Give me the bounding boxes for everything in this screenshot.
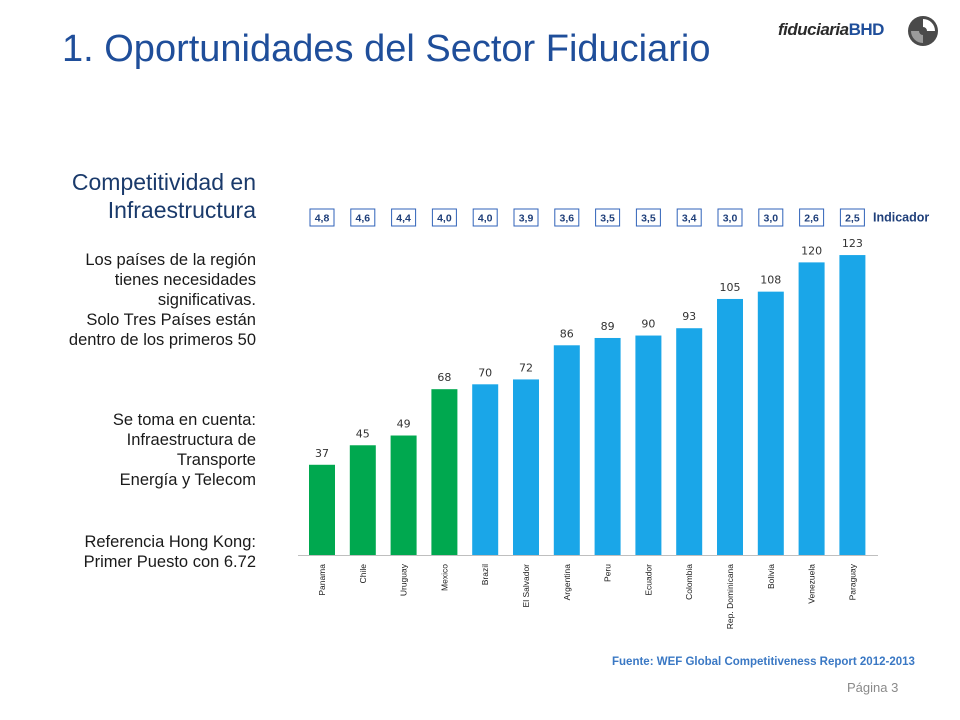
indicator-box-2 (391, 208, 417, 227)
bar-2 (390, 435, 417, 555)
bar-7 (594, 337, 621, 555)
bar-6 (553, 345, 580, 555)
indicator-box-0 (309, 208, 335, 227)
category-label-0: Panama (317, 564, 327, 596)
criteria-text: Se toma en cuenta: Infraestructura de Tr… (112, 411, 256, 489)
bar-3 (431, 389, 458, 555)
bar-5 (513, 379, 539, 555)
indicator-box-5 (513, 208, 539, 227)
bar-12 (798, 262, 825, 555)
category-label-7: Peru (603, 564, 613, 582)
category-label-13: Paraguay (847, 563, 857, 600)
indicator-box-4 (472, 208, 498, 227)
indicator-value-0: 4,8 (315, 213, 330, 225)
category-label-9: Colombia (684, 564, 694, 600)
data-label-10: 105 (720, 281, 741, 294)
indicator-value-7: 3,5 (600, 213, 615, 225)
indicator-box-9 (676, 208, 702, 227)
data-label-8: 90 (641, 318, 655, 331)
page-title: 1. Oportunidades del Sector Fiduciario (62, 28, 711, 70)
category-label-8: Ecuador (643, 564, 653, 596)
indicator-value-2: 4,4 (396, 213, 411, 225)
indicator-value-10: 3,0 (723, 213, 738, 225)
category-label-10: Rep. Dominicana (725, 564, 735, 629)
bar-11 (757, 291, 784, 555)
indicator-label: Indicador (873, 211, 929, 225)
data-label-5: 72 (519, 361, 533, 374)
data-label-9: 93 (682, 310, 696, 323)
indicator-box-13 (839, 208, 865, 227)
bar-0 (309, 464, 335, 555)
indicator-box-10 (717, 208, 743, 227)
indicator-value-11: 3,0 (763, 213, 778, 225)
category-label-2: Uruguay (399, 563, 409, 596)
category-label-3: Mexico (439, 564, 449, 591)
indicator-value-12: 2,6 (804, 213, 819, 225)
indicator-box-11 (758, 208, 784, 227)
category-label-4: Brazil (480, 564, 490, 585)
region-needs-text: Los países de la región tienes necesidad… (68, 251, 256, 349)
data-label-2: 49 (397, 418, 411, 431)
data-label-1: 45 (356, 427, 370, 440)
indicator-box-3 (431, 208, 457, 227)
bar-1 (349, 445, 376, 555)
bar-10 (717, 298, 743, 555)
data-label-13: 123 (842, 237, 863, 250)
indicator-value-6: 3,6 (559, 213, 574, 225)
company-logo: fiduciariaBHD (778, 14, 943, 50)
indicator-value-13: 2,5 (845, 213, 860, 225)
data-label-7: 89 (601, 320, 615, 333)
bar-9 (676, 328, 703, 555)
data-label-0: 37 (315, 447, 329, 460)
category-label-1: Chile (358, 564, 368, 584)
indicator-value-5: 3,9 (519, 213, 534, 225)
data-label-3: 68 (437, 371, 451, 384)
data-label-12: 120 (801, 244, 822, 257)
indicator-box-8 (635, 208, 661, 227)
category-label-12: Venezuela (807, 564, 817, 604)
data-label-11: 108 (760, 274, 781, 287)
source-note: Fuente: WEF Global Competitiveness Repor… (612, 656, 915, 668)
bar-4 (472, 384, 499, 555)
page-number: Página 3 (847, 680, 899, 695)
logo-wordmark: fiduciariaBHD (778, 20, 884, 39)
infrastructure-ranking-chart: 37 4,8 Panama 45 4,6 Chile 49 4,4 Uruguay 68 4,0 Me… (298, 208, 929, 629)
indicator-value-1: 4,6 (355, 213, 370, 225)
logo-swirl-icon (908, 16, 938, 46)
indicator-value-9: 3,4 (682, 213, 697, 225)
data-label-6: 86 (560, 327, 574, 340)
indicator-value-8: 3,5 (641, 213, 656, 225)
indicator-value-3: 4,0 (437, 213, 452, 225)
indicator-box-1 (350, 208, 376, 227)
category-label-5: El Salvador (521, 564, 531, 608)
indicator-value-4: 4,0 (478, 213, 493, 225)
indicator-box-7 (595, 208, 621, 227)
data-label-4: 70 (478, 366, 492, 379)
indicator-box-6 (554, 208, 580, 227)
indicator-box-12 (799, 208, 825, 227)
category-label-6: Argentina (562, 564, 572, 601)
bar-8 (635, 335, 662, 555)
section-heading: Competitividad en Infraestructura (71, 169, 256, 223)
category-label-11: Bolivia (766, 564, 776, 589)
bar-13 (839, 255, 866, 556)
reference-text: Referencia Hong Kong: Primer Puesto con … (83, 533, 256, 571)
